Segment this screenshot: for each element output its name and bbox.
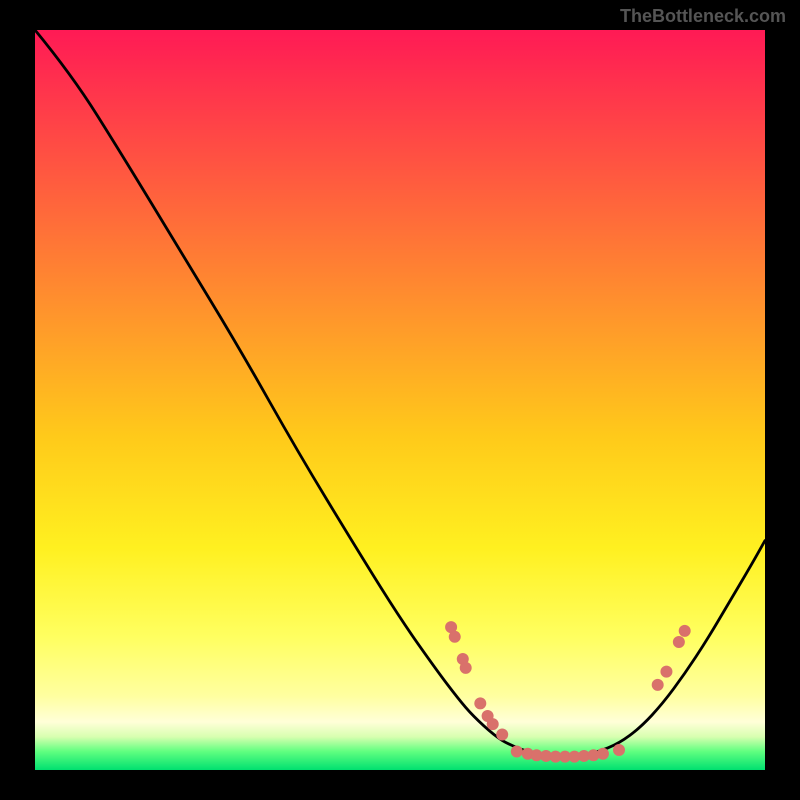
data-marker — [460, 662, 471, 673]
data-marker — [511, 746, 522, 757]
data-marker — [614, 745, 625, 756]
data-marker — [661, 666, 672, 677]
data-marker — [449, 631, 460, 642]
curve-layer — [35, 30, 765, 770]
watermark-text: TheBottleneck.com — [620, 6, 786, 27]
plot-area — [35, 30, 765, 770]
data-marker — [475, 698, 486, 709]
chart-container: TheBottleneck.com — [0, 0, 800, 800]
bottleneck-curve — [35, 30, 765, 757]
data-marker — [652, 679, 663, 690]
data-marker — [487, 719, 498, 730]
data-marker — [597, 748, 608, 759]
data-marker — [673, 636, 684, 647]
marker-group — [446, 622, 691, 763]
data-marker — [679, 625, 690, 636]
data-marker — [497, 729, 508, 740]
